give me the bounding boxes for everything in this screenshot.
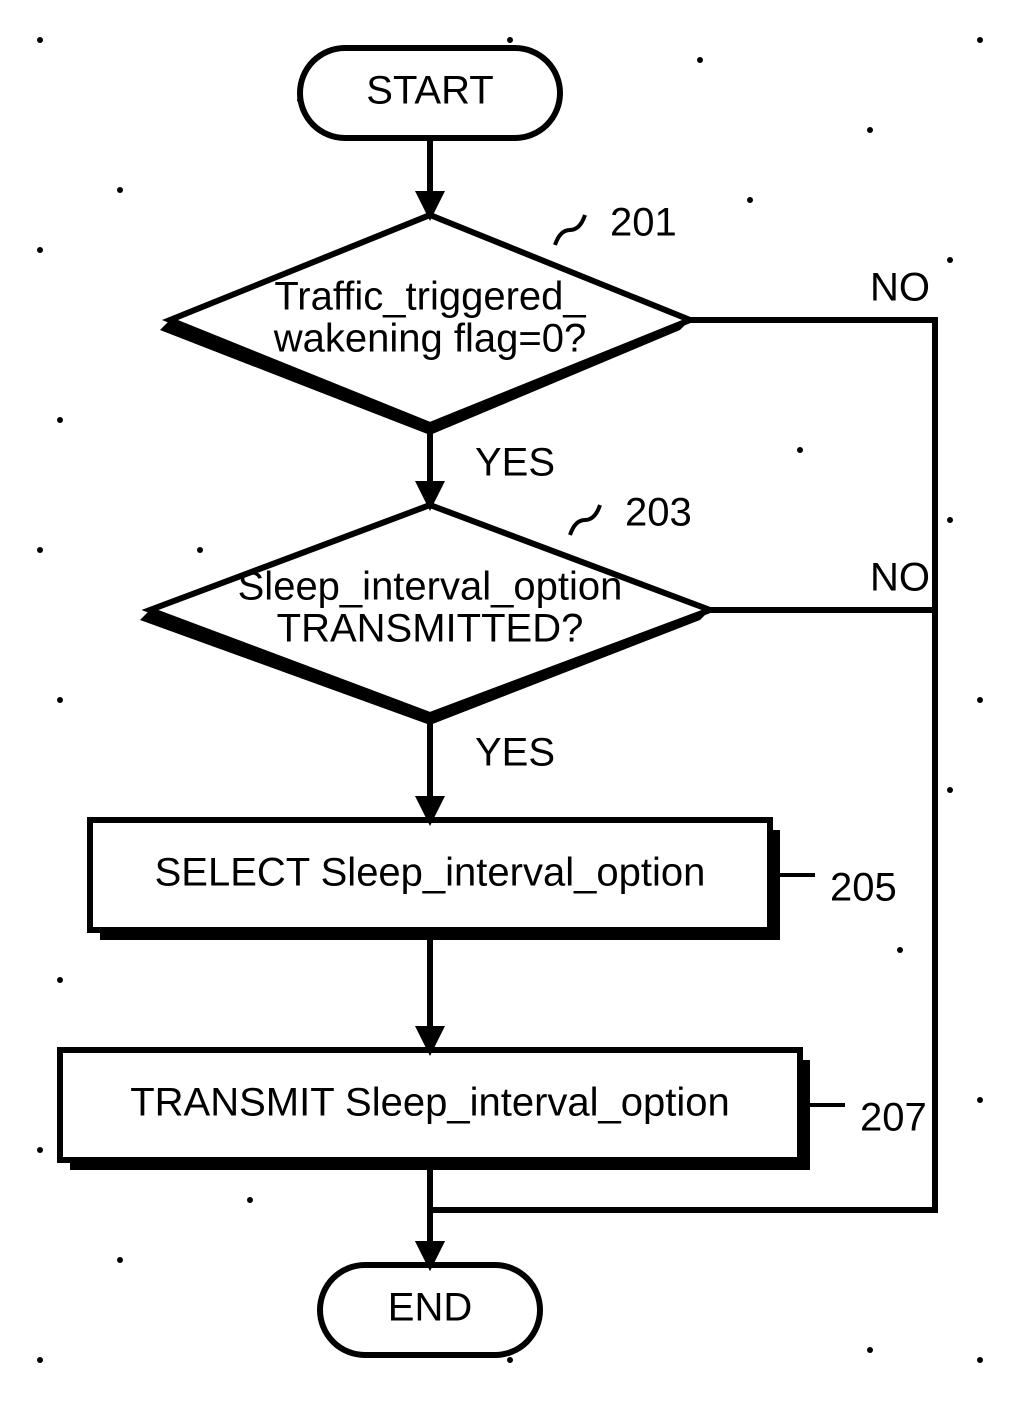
label-text: TRANSMIT Sleep_interval_option [130,1081,730,1125]
dot [507,1357,513,1363]
dot [37,37,43,43]
dot [507,37,513,43]
label-text: START [366,69,493,113]
dot [897,947,903,953]
label-text: NO [870,556,930,600]
label-text: 203 [625,491,692,535]
dot [197,547,203,553]
dot [867,1347,873,1353]
dot [947,787,953,793]
label-text: Traffic_triggered_ [274,275,586,319]
label-text: END [388,1286,472,1330]
dot [947,257,953,263]
tag-connector [570,505,600,535]
tag-connector [555,215,585,245]
label-text: 201 [610,201,677,245]
dot [117,187,123,193]
dot [947,517,953,523]
dot [37,1357,43,1363]
dot [37,1147,43,1153]
label-text: wakening flag=0? [273,317,586,361]
dot [57,697,63,703]
dot [797,447,803,453]
dot [697,57,703,63]
dot [747,197,753,203]
label-text: YES [475,441,555,485]
dot [37,547,43,553]
label-text: NO [870,266,930,310]
flowchart-canvas: START Traffic_triggered_wakening flag=0? S… [0,0,1020,1403]
dot [37,247,43,253]
label-text: Sleep_interval_option [238,565,623,609]
dot [977,1097,983,1103]
dot [247,1197,253,1203]
label-text: SELECT Sleep_interval_option [155,851,706,895]
dot [867,127,873,133]
dot [977,697,983,703]
label-text: 207 [860,1096,927,1140]
dot [57,417,63,423]
dot [117,1257,123,1263]
label-text: YES [475,731,555,775]
label-text: 205 [830,866,897,910]
dot [57,977,63,983]
label-text: TRANSMITTED? [277,607,584,651]
dot [977,37,983,43]
dot [977,1357,983,1363]
